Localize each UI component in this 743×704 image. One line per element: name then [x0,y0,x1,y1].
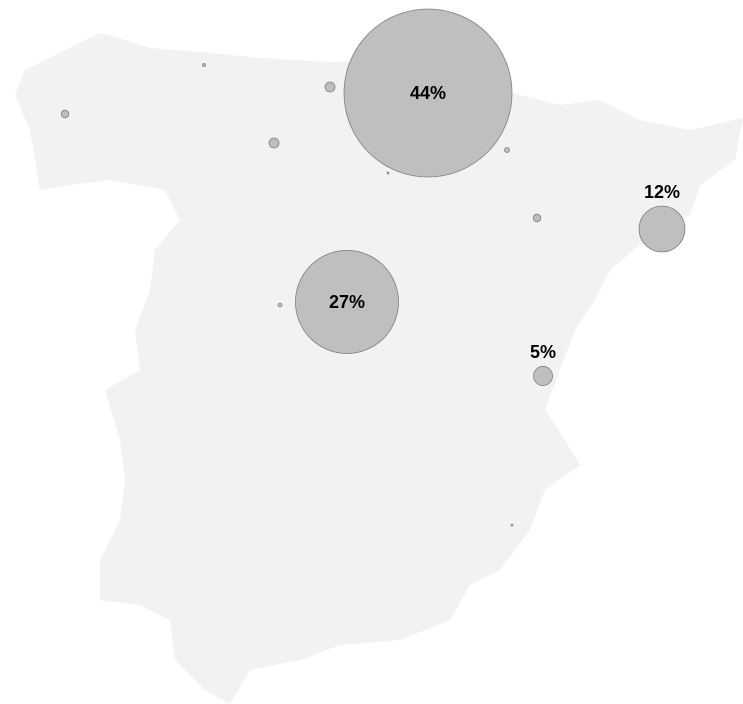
bubble [324,81,336,93]
bubble [277,302,283,308]
bubble [504,147,510,153]
bubble [638,205,686,253]
country-outline [15,33,743,704]
bubble-label: 12% [644,182,680,202]
bubble [295,250,399,354]
bubble-label: 5% [530,342,556,362]
bubble [532,213,542,223]
bubble [202,63,206,67]
bubble [510,523,514,527]
bubble [268,137,280,149]
bubble [343,8,513,178]
bubble-label: 44% [410,83,446,103]
bubble [386,171,390,175]
bubble [533,366,553,386]
bubble-label: 27% [329,292,365,312]
bubble [60,109,70,119]
